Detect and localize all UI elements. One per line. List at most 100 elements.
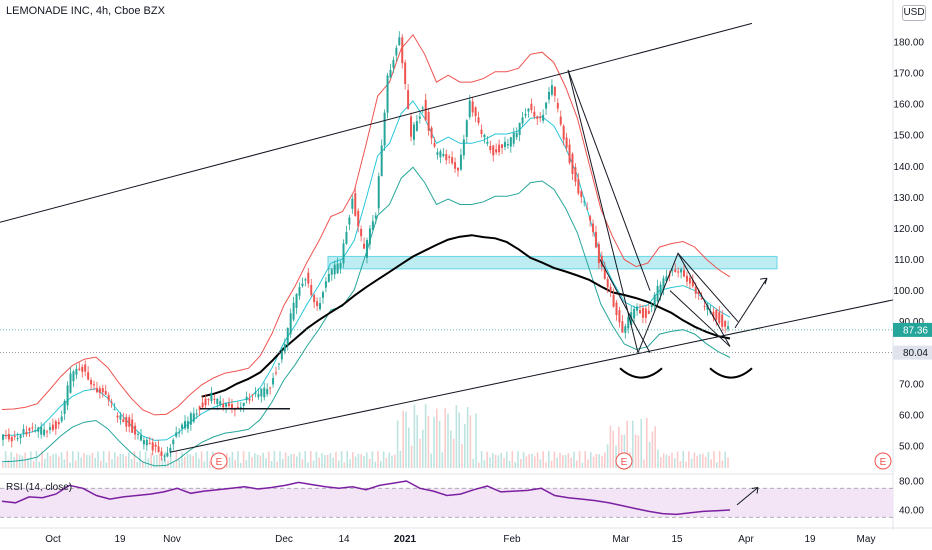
candle-body [392, 59, 395, 68]
candle-body [683, 270, 686, 277]
candle-body [568, 144, 571, 163]
candle-body [377, 176, 380, 209]
volume-bar [503, 457, 505, 468]
volume-bar [483, 460, 486, 468]
volume-bar [77, 451, 80, 468]
candle-body [304, 279, 307, 281]
volume-bar [612, 430, 614, 468]
volume-bar [618, 426, 620, 468]
rsi-indicator-label[interactable]: RSI (14, close) [6, 482, 73, 493]
volume-bar [251, 457, 253, 468]
volume-bar [584, 451, 586, 468]
volume-bar [433, 416, 435, 468]
candle-body [40, 426, 43, 435]
candle-body [95, 388, 98, 393]
candle-body [454, 162, 457, 169]
currency-button[interactable]: USD [902, 5, 926, 21]
candle-body [492, 145, 495, 156]
rsi-tick-label: 80.00 [899, 477, 924, 488]
candle-body [530, 103, 533, 111]
volume-bar [466, 407, 469, 468]
candle-body [433, 143, 436, 147]
candle-body [72, 371, 75, 382]
volume-bar [32, 461, 35, 468]
volume-bar [184, 456, 186, 468]
volume-bar [164, 451, 166, 468]
candle-body [298, 287, 301, 296]
candle-body [389, 69, 392, 78]
candle-body [248, 398, 251, 401]
candle-body [592, 223, 595, 233]
candle-body [533, 111, 536, 117]
volume-bar [66, 451, 68, 468]
volume-bar [156, 454, 158, 468]
candle-body [151, 442, 154, 451]
candle-body [10, 436, 13, 442]
volume-bar [517, 451, 519, 468]
candle-body [313, 295, 316, 303]
candle-body [486, 141, 489, 144]
candle-body [345, 232, 348, 244]
candle-body [724, 321, 727, 327]
volume-bar [153, 455, 155, 468]
candle-body [407, 90, 410, 109]
candle-body [333, 264, 336, 275]
candle-body [606, 279, 609, 288]
volume-bar [704, 456, 707, 468]
candle-body [477, 117, 480, 124]
candle-body [16, 438, 19, 440]
earnings-marker-circle [615, 452, 633, 470]
time-tick-label: 2021 [394, 534, 417, 545]
volume-bar [332, 457, 334, 468]
candle-body [410, 116, 413, 137]
candle-body [330, 269, 333, 275]
volume-bar [416, 415, 418, 468]
volume-bar [200, 451, 203, 468]
candle-body [172, 439, 175, 445]
price-tick-label: 150.00 [893, 131, 924, 142]
volume-bar [651, 431, 654, 468]
candle-body [251, 394, 254, 396]
candle-body [31, 427, 34, 429]
candle-body [468, 100, 471, 117]
candle-body [101, 388, 104, 393]
earnings-marker[interactable]: E [210, 452, 228, 470]
candle-body [674, 269, 677, 272]
candle-body [421, 107, 424, 109]
candle-body [615, 302, 618, 316]
volume-bar [38, 461, 40, 468]
candle-body [451, 157, 454, 164]
earnings-marker[interactable]: E [615, 452, 633, 470]
candle-body [319, 303, 322, 310]
volume-bar [58, 456, 60, 468]
volume-bar [562, 455, 564, 468]
candle-body [254, 392, 257, 394]
candle-body [316, 301, 319, 307]
volume-bar [690, 458, 693, 468]
volume-bar [161, 457, 164, 468]
candle-body [113, 409, 116, 411]
candle-body [263, 387, 266, 398]
volume-bar [581, 462, 584, 468]
volume-bar [713, 451, 715, 468]
candle-body [266, 388, 269, 395]
candle-body [107, 394, 110, 401]
candle-body [439, 151, 442, 158]
candle-body [688, 277, 691, 284]
resistance-zone [327, 255, 778, 270]
candle-body [324, 281, 327, 288]
support-level-label: 80.04 [903, 348, 928, 359]
time-tick-label: Dec [275, 534, 293, 545]
support-level-badge [893, 345, 932, 360]
projection-arrow-line [734, 277, 768, 329]
volume-bar [203, 461, 206, 468]
candle-body [25, 431, 28, 435]
earnings-marker[interactable]: E [874, 452, 892, 470]
candle-body [518, 122, 521, 135]
volume-bar [30, 451, 32, 468]
candle-body [644, 308, 647, 318]
candle-body [542, 114, 545, 121]
volume-bar [671, 452, 673, 468]
volume-bar [170, 451, 172, 468]
